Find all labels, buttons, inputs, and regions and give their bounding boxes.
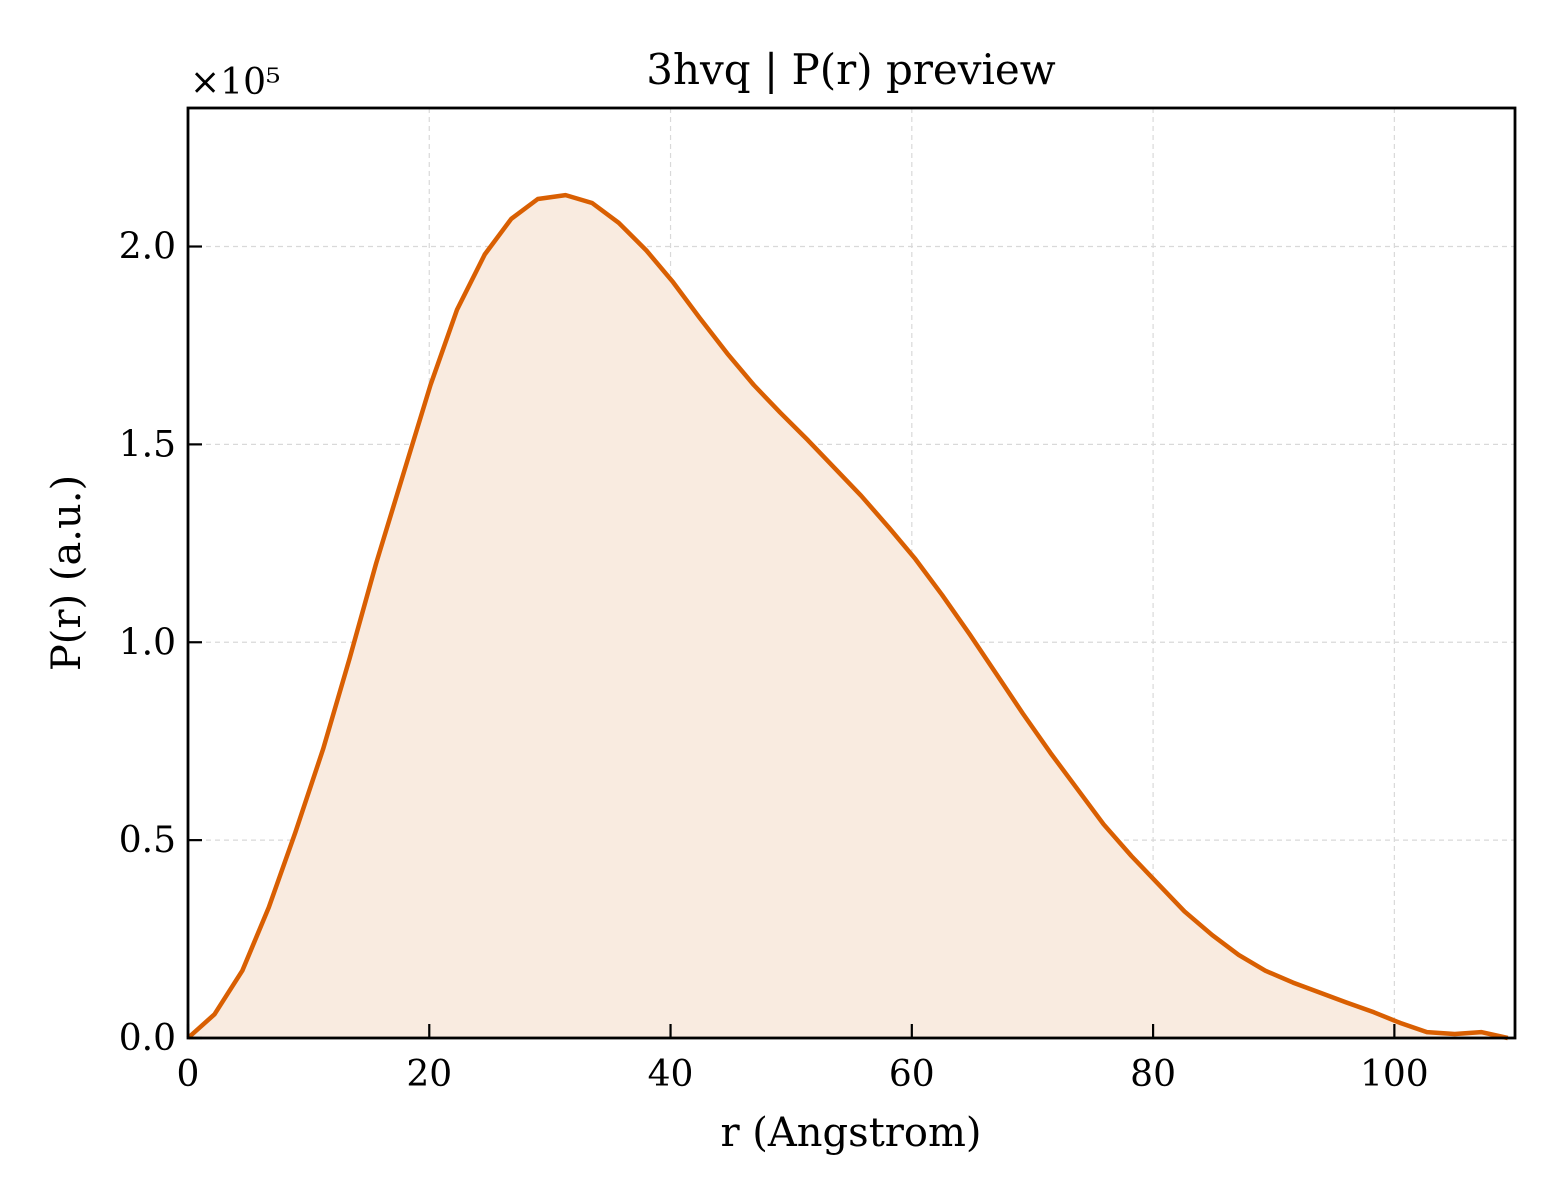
chart-title: 3hvq | P(r) preview — [646, 45, 1056, 94]
x-tick-label: 20 — [406, 1054, 452, 1095]
plot-frame — [186, 106, 1517, 1040]
axis-ticks — [186, 245, 1396, 1040]
x-tick-label: 40 — [648, 1054, 694, 1095]
y-tick-label: 0.0 — [119, 1018, 176, 1059]
x-tick-label: 60 — [889, 1054, 935, 1095]
y-tick-label: 1.0 — [119, 622, 176, 663]
y-tick-label: 2.0 — [119, 227, 176, 268]
y-scale-multiplier: ×10⁵ — [190, 62, 280, 103]
x-tick-label: 80 — [1130, 1054, 1176, 1095]
pr-area-fill — [188, 195, 1508, 1039]
y-tick-label: 1.5 — [119, 424, 176, 465]
y-tick-label: 0.5 — [119, 820, 176, 861]
x-axis-label: r (Angstrom) — [720, 1110, 981, 1156]
x-tick-label: 100 — [1360, 1054, 1429, 1095]
x-tick-label: 0 — [177, 1054, 200, 1095]
pr-curve-line — [186, 192, 1509, 1041]
y-axis-label: P(r) (a.u.) — [44, 475, 90, 671]
